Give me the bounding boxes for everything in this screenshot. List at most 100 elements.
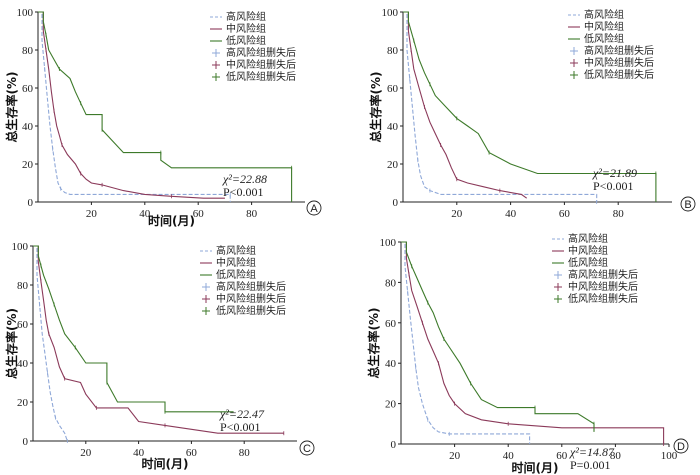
y-tick-label: 20 [387, 159, 399, 171]
y-axis-label: 总生存率(%) [366, 308, 381, 379]
y-tick-label: 80 [387, 45, 399, 57]
chi-square-stat: χ²=21.89 [592, 166, 637, 180]
legend-label: 高风险组删失后 [226, 46, 296, 59]
legend-label: 中风险组 [226, 22, 266, 35]
y-axis-label: 总生存率(%) [368, 72, 383, 143]
y-tick-label: 100 [380, 237, 397, 249]
panel-letter: B [684, 199, 691, 211]
y-tick-label: 20 [17, 397, 29, 409]
y-tick-label: 40 [385, 358, 397, 370]
p-value-stat: P=0.001 [570, 458, 610, 472]
x-tick-label: 40 [133, 447, 145, 459]
y-tick-label: 60 [387, 83, 399, 95]
legend-label: 高风险组删失后 [584, 44, 654, 57]
legend-label: 低风险组 [584, 32, 624, 45]
y-tick-label: 80 [22, 45, 34, 57]
x-axis-label: 时间(月) [142, 456, 189, 471]
legend-label: 低风险组删失后 [568, 292, 638, 305]
y-axis-label: 总生存率(%) [4, 72, 19, 143]
y-tick-label: 0 [23, 436, 29, 448]
legend-label: 中风险组 [216, 256, 256, 269]
y-tick-label: 60 [22, 83, 34, 95]
legend-label: 低风险组删失后 [584, 68, 654, 81]
x-tick-label: 60 [556, 450, 568, 462]
series-line-low-risk [401, 241, 595, 432]
x-tick-label: 60 [193, 208, 205, 220]
x-axis-label: 时间(月) [148, 213, 195, 228]
panel-C: 0 20 40 60 80 100 20 40 60 80 总生存率(%) 时间(月) 高风险组中风险组… [4, 241, 315, 471]
y-tick-label: 20 [385, 399, 397, 411]
legend-label: 中风险组 [568, 244, 608, 257]
legend-label: 中风险组删失后 [584, 56, 654, 69]
panel-letter-circle [299, 440, 315, 456]
legend-label: 中风险组 [584, 20, 624, 33]
chi-square-stat: χ²=14.87 [569, 445, 615, 459]
panel-D: 0 20 40 60 80 100 20 40 60 80 100 总生存率(%) 时间(月) 高风险组中… [366, 232, 689, 475]
legend-label: 高风险组 [568, 232, 608, 245]
series-line-low-risk [38, 11, 293, 202]
series-line-high-risk [401, 241, 531, 444]
panel-letter-circle [680, 196, 696, 212]
x-tick-label: 20 [449, 450, 461, 462]
p-value-stat: P<0.001 [223, 185, 263, 199]
y-tick-label: 100 [12, 241, 29, 253]
y-axis-label: 总生存率(%) [4, 308, 19, 379]
p-value-stat: P<0.001 [220, 420, 260, 434]
y-tick-label: 100 [382, 7, 399, 19]
x-tick-label: 20 [451, 208, 463, 220]
p-value-stat: P<0.001 [593, 179, 633, 193]
y-tick-label: 0 [393, 197, 399, 209]
x-axis-label: 时间(月) [512, 460, 559, 475]
series-line-high-risk [38, 11, 231, 202]
legend-label: 高风险组删失后 [568, 268, 638, 281]
series-line-low-risk [403, 11, 657, 202]
y-tick-label: 80 [17, 280, 29, 292]
x-tick-label: 20 [86, 208, 98, 220]
legend-label: 低风险组删失后 [216, 304, 286, 317]
panel-letter-circle [673, 438, 689, 454]
x-tick-label: 60 [559, 208, 571, 220]
y-tick-label: 100 [17, 7, 34, 19]
y-tick-label: 40 [22, 121, 34, 133]
series-line-mid-risk [403, 11, 528, 199]
panel-letter: A [310, 203, 318, 215]
y-tick-label: 0 [28, 197, 34, 209]
x-tick-label: 40 [505, 208, 517, 220]
x-tick-label: 20 [80, 447, 92, 459]
panel-letter: D [677, 441, 685, 453]
series-line-high-risk [33, 245, 68, 442]
x-tick-label: 40 [139, 208, 151, 220]
panel-B: 0 20 40 60 80 100 20 40 60 80 总生存率(%) 高风险组中风险组低风险组高… [368, 7, 696, 220]
x-tick-label: 80 [246, 208, 258, 220]
legend-label: 高风险组 [226, 10, 266, 23]
x-tick-label: 80 [610, 450, 622, 462]
y-tick-label: 40 [387, 121, 399, 133]
y-tick-label: 60 [17, 319, 29, 331]
x-tick-label: 60 [186, 447, 198, 459]
y-tick-label: 0 [391, 439, 397, 451]
legend-label: 低风险组删失后 [226, 70, 296, 83]
series-line-low-risk [33, 245, 234, 413]
chi-square-stat: χ²=22.88 [222, 172, 267, 186]
legend-label: 高风险组 [216, 244, 256, 257]
legend-label: 高风险组 [584, 8, 624, 21]
legend-label: 中风险组删失后 [216, 292, 286, 305]
x-tick-label: 40 [503, 450, 515, 462]
legend-label: 中风险组删失后 [568, 280, 638, 293]
legend-label: 低风险组 [226, 34, 266, 47]
panel-letter: C [303, 443, 311, 455]
legend-label: 低风险组 [216, 268, 256, 281]
y-tick-label: 60 [385, 318, 397, 330]
y-tick-label: 20 [22, 159, 34, 171]
y-tick-label: 80 [385, 277, 397, 289]
chi-square-stat: χ²=22.47 [219, 407, 265, 421]
x-tick-label: 80 [239, 447, 251, 459]
legend-label: 中风险组删失后 [226, 58, 296, 71]
legend-label: 高风险组删失后 [216, 280, 286, 293]
x-tick-label: 100 [661, 450, 678, 462]
series-line-mid-risk [38, 11, 225, 199]
x-tick-label: 80 [613, 208, 625, 220]
y-tick-label: 40 [17, 358, 29, 370]
panel-A: 0 20 40 60 80 100 20 40 60 80 总生存率(%) 时间(月) 高风险组中风险组… [4, 7, 322, 228]
